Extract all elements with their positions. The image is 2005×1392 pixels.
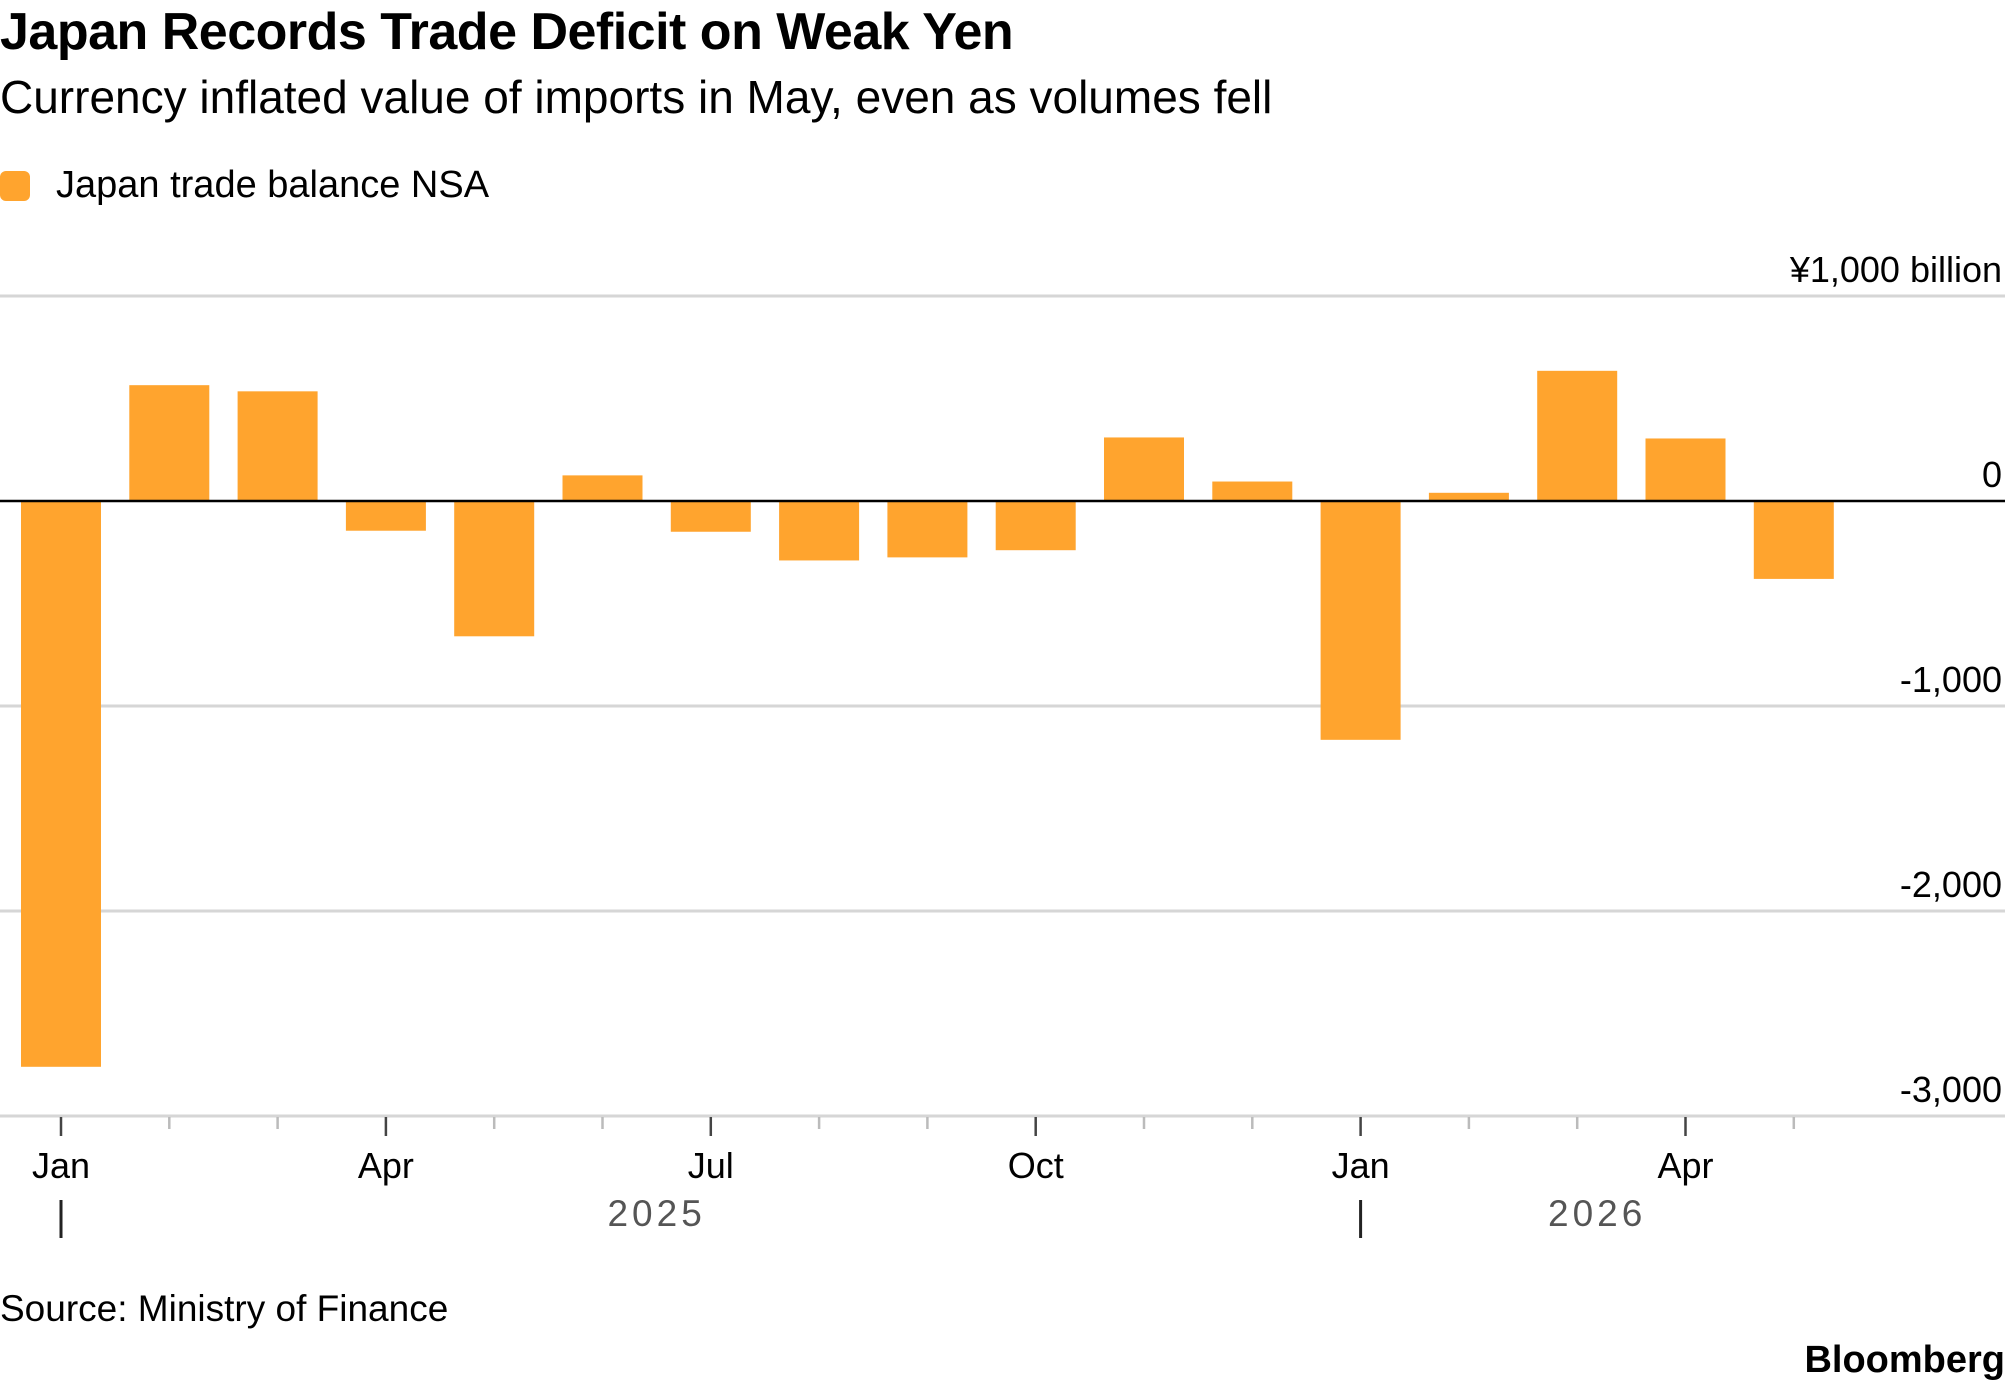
bar bbox=[779, 501, 860, 561]
bar bbox=[345, 501, 426, 531]
y-tick-label: 0 bbox=[1982, 454, 2002, 495]
x-tick-label: Jan bbox=[32, 1145, 90, 1186]
x-tick-label: Oct bbox=[1008, 1145, 1064, 1186]
bars bbox=[21, 370, 1834, 1067]
year-label: 2025 bbox=[607, 1193, 705, 1234]
bar bbox=[1104, 437, 1184, 501]
bar bbox=[670, 501, 751, 532]
bar bbox=[995, 501, 1076, 551]
bar bbox=[887, 501, 968, 558]
y-tick-label: -2,000 bbox=[1900, 864, 2002, 905]
x-tick-label: Apr bbox=[358, 1145, 414, 1186]
bar bbox=[562, 475, 643, 501]
y-tick-label: -3,000 bbox=[1900, 1069, 2002, 1110]
source-note: Source: Ministry of Finance bbox=[0, 1288, 449, 1329]
bar bbox=[1212, 481, 1293, 501]
axis-labels: ¥1,000 billion 0 -1,000 -2,000 -3,000 Jan Apr J… bbox=[32, 249, 2002, 1234]
x-tick-label: Apr bbox=[1657, 1145, 1713, 1186]
legend-label: Japan trade balance NSA bbox=[56, 164, 490, 206]
year-label: 2026 bbox=[1548, 1193, 1646, 1234]
bar bbox=[129, 385, 210, 501]
bar bbox=[1537, 370, 1618, 501]
bar bbox=[21, 501, 101, 1067]
chart-subtitle: Currency inflated value of imports in Ma… bbox=[0, 71, 1273, 123]
x-tick-label: Jan bbox=[1332, 1145, 1390, 1186]
x-axis bbox=[0, 499, 2005, 1238]
bar bbox=[1645, 438, 1726, 501]
y-tick-label: -1,000 bbox=[1900, 659, 2002, 700]
bar bbox=[1320, 501, 1401, 740]
chart-title: Japan Records Trade Deficit on Weak Yen bbox=[0, 3, 1014, 61]
bar bbox=[1753, 501, 1834, 579]
bar bbox=[1428, 492, 1509, 501]
legend-swatch bbox=[0, 170, 30, 201]
brand-logo: Bloomberg bbox=[1804, 1339, 2005, 1381]
x-tick-label: Jul bbox=[688, 1145, 734, 1186]
legend: Japan trade balance NSA bbox=[0, 164, 489, 207]
bar bbox=[454, 501, 535, 637]
bar bbox=[237, 391, 318, 501]
y-tick-label: ¥1,000 billion bbox=[1789, 249, 2002, 290]
gridlines bbox=[0, 294, 2005, 1118]
